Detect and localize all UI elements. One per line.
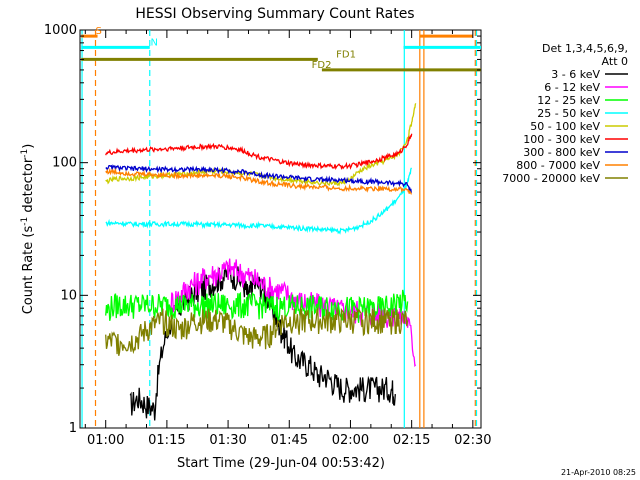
x-tick-label: 01:45	[271, 433, 308, 448]
legend-entry-label: 50 - 100 keV	[530, 120, 600, 133]
legend-entry-label: 25 - 50 keV	[537, 107, 600, 120]
legend-entry-label: 300 - 800 keV	[523, 146, 600, 159]
state-label: N	[151, 37, 158, 48]
x-axis-label: Start Time (29-Jun-04 00:53:42)	[177, 456, 385, 471]
legend-entry-label: 7000 - 20000 keV	[502, 172, 600, 185]
y-tick-label: 1000	[44, 23, 77, 38]
series-line	[105, 103, 417, 187]
series-line	[105, 306, 409, 356]
series-line	[105, 167, 413, 235]
x-tick-label: 01:30	[209, 433, 246, 448]
legend-entry-label: 6 - 12 keV	[544, 81, 600, 94]
x-tick-label: 02:15	[393, 433, 430, 448]
x-tick-label: 02:30	[454, 433, 491, 448]
legend-entry-label: 100 - 300 keV	[523, 133, 600, 146]
legend-entry-label: 800 - 7000 keV	[516, 159, 600, 172]
series-line	[105, 164, 412, 194]
legend-entry-label: 12 - 25 keV	[537, 94, 600, 107]
series-line	[105, 167, 412, 195]
legend-entry-label: 3 - 6 keV	[551, 68, 600, 81]
series-line	[105, 133, 413, 171]
legend-header-attenuator: Att 0	[602, 55, 628, 68]
legend-header-detectors: Det 1,3,4,5,6,9,	[542, 42, 628, 55]
state-label: S	[95, 26, 101, 37]
state-label: FD2	[312, 60, 332, 71]
x-tick-label: 01:00	[87, 433, 124, 448]
plot-frame	[79, 29, 482, 429]
x-tick-label: 02:00	[332, 433, 369, 448]
y-tick-label: 10	[60, 288, 77, 303]
y-axis-label: Count Rate (s-1 detector-1)	[20, 144, 36, 315]
x-tick-label: 01:15	[148, 433, 185, 448]
footer-timestamp: 21-Apr-2010 08:25	[561, 468, 636, 477]
chart-title: HESSI Observing Summary Count Rates	[135, 6, 414, 22]
y-tick-label: 100	[52, 156, 77, 171]
state-label: FD1	[336, 49, 356, 60]
y-tick-label: 1	[69, 421, 77, 436]
